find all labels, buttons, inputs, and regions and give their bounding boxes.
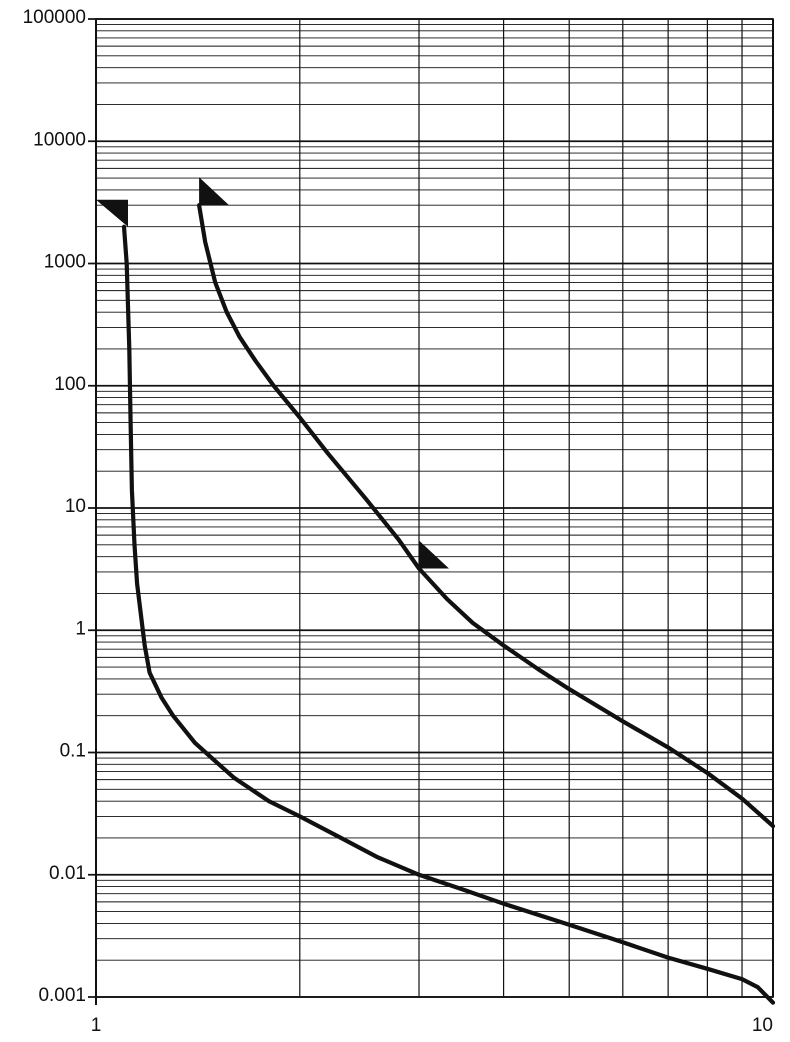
arrow-marker-1 [96,199,128,227]
markers [96,177,449,569]
curves [121,203,776,1005]
curve-2 [197,203,776,829]
y-tick-label: 0.01 [49,863,86,884]
y-tick-label: 100000 [23,7,86,28]
y-tick-label: 1 [75,618,86,639]
x-tick-label: 1 [91,1015,102,1036]
y-tick-label: 10000 [33,129,86,150]
curve-1 [121,224,776,1005]
y-tick-label: 1000 [44,252,86,273]
y-tick-label: 100 [54,374,86,395]
x-tick-label: 10 [752,1015,773,1036]
y-tick-label: 0.001 [38,985,86,1006]
y-tick-label: 10 [65,496,86,517]
plot-frame [95,18,774,998]
arrow-marker-3 [419,540,449,569]
grid [88,18,774,1005]
arrow-marker-2 [199,177,230,206]
y-tick-label: 0.1 [60,741,86,762]
